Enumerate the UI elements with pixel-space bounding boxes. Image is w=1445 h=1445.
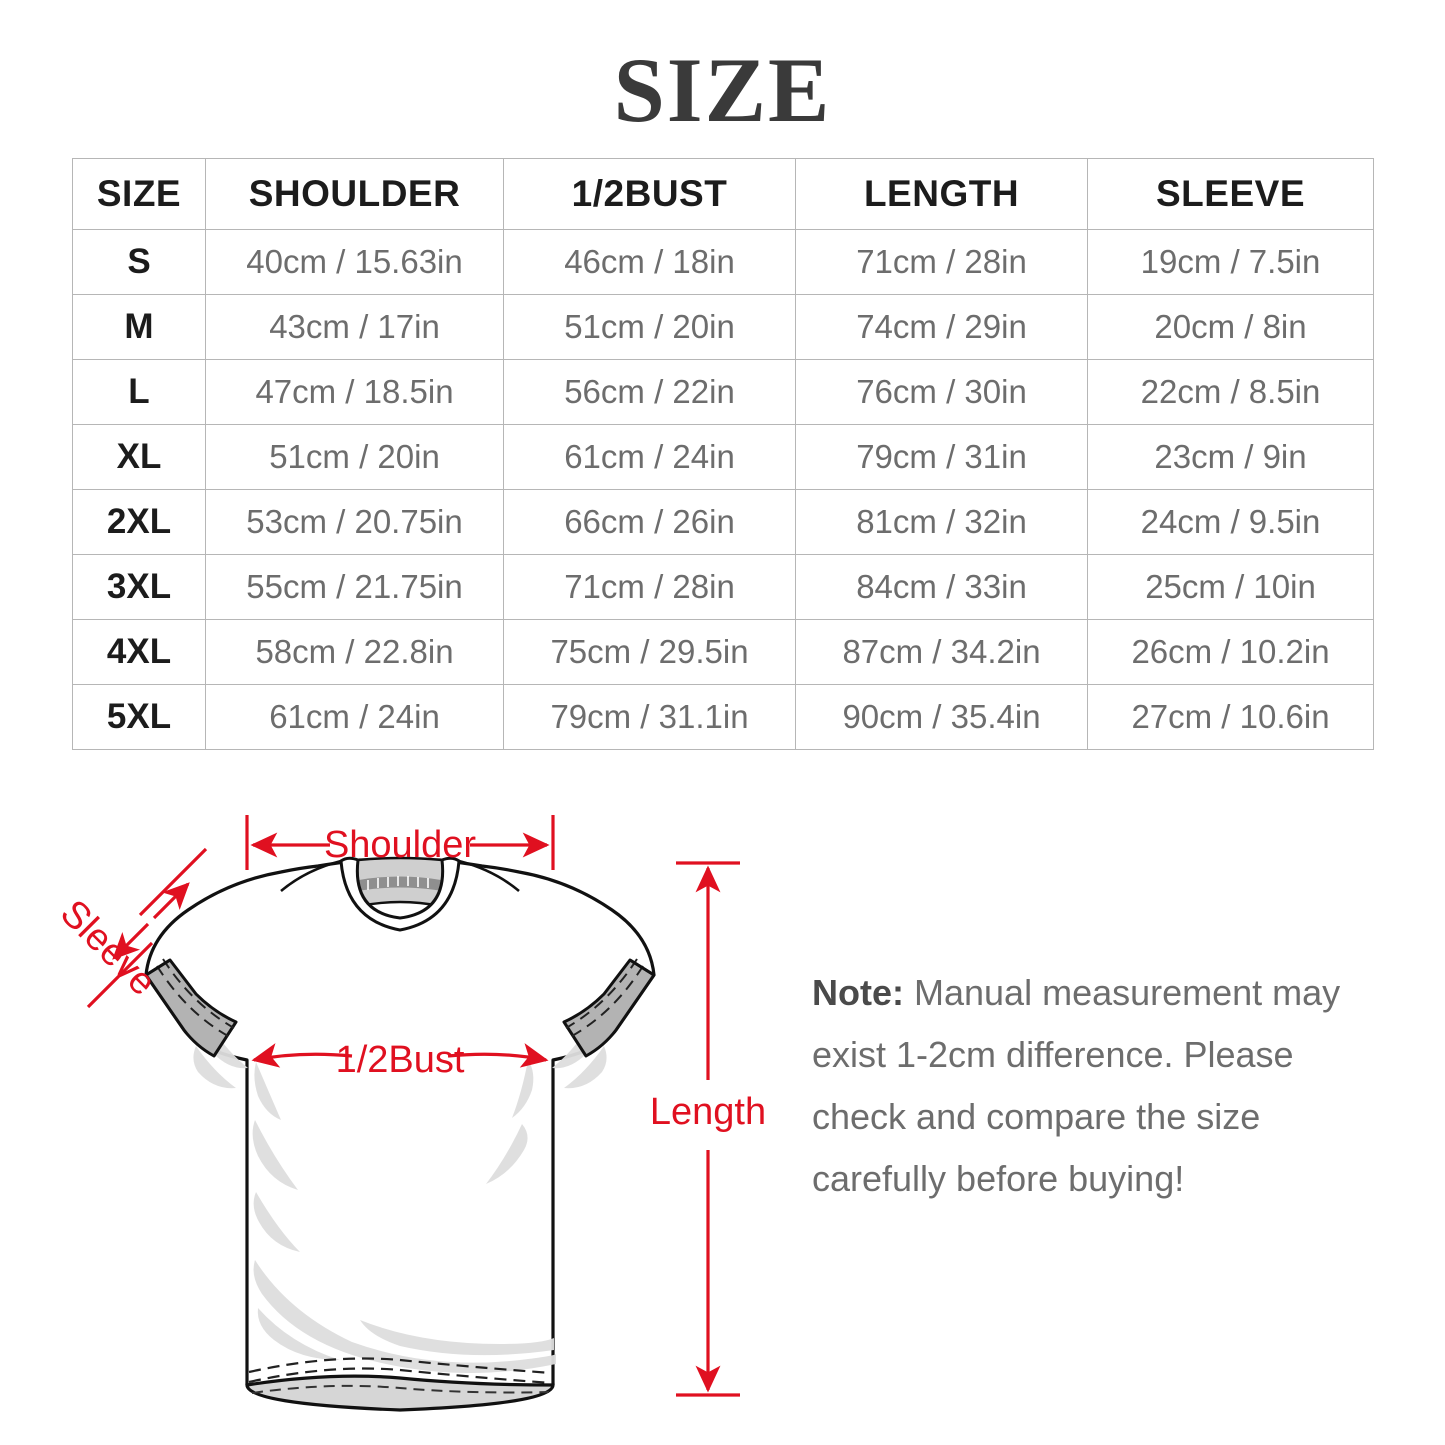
cell-sleeve: 23cm / 9in: [1087, 424, 1374, 490]
cell-size: 4XL: [72, 619, 206, 685]
tshirt-collar: [339, 856, 461, 932]
tshirt-measurement-diagram: Shoulder Sleeve 1/2Bust: [0, 760, 800, 1445]
cell-shoulder: 47cm / 18.5in: [205, 359, 504, 425]
cell-bust: 71cm / 28in: [503, 554, 796, 620]
cell-sleeve: 20cm / 8in: [1087, 294, 1374, 360]
table-header-row: SIZE SHOULDER 1/2BUST LENGTH SLEEVE: [72, 158, 1374, 230]
cell-bust: 79cm / 31.1in: [503, 684, 796, 750]
cell-sleeve: 25cm / 10in: [1087, 554, 1374, 620]
note-text: Manual measurement may exist 1-2cm diffe…: [812, 972, 1341, 1199]
cell-bust: 56cm / 22in: [503, 359, 796, 425]
cell-shoulder: 61cm / 24in: [205, 684, 504, 750]
cell-shoulder: 58cm / 22.8in: [205, 619, 504, 685]
cell-length: 90cm / 35.4in: [795, 684, 1088, 750]
cell-shoulder: 55cm / 21.75in: [205, 554, 504, 620]
cell-sleeve: 22cm / 8.5in: [1087, 359, 1374, 425]
note-label: Note:: [812, 972, 904, 1013]
column-header-sleeve: SLEEVE: [1087, 158, 1374, 230]
cell-length: 87cm / 34.2in: [795, 619, 1088, 685]
cell-bust: 75cm / 29.5in: [503, 619, 796, 685]
tshirt-shading: [193, 1028, 607, 1373]
cell-shoulder: 51cm / 20in: [205, 424, 504, 490]
cell-bust: 66cm / 26in: [503, 489, 796, 555]
note-block: Note: Manual measurement may exist 1-2cm…: [812, 962, 1384, 1210]
cell-size: 5XL: [72, 684, 206, 750]
cell-sleeve: 26cm / 10.2in: [1087, 619, 1374, 685]
column-header-length: LENGTH: [795, 158, 1088, 230]
bust-dimension-arrow: 1/2Bust: [251, 1039, 549, 1081]
page-title: SIZE: [613, 39, 832, 141]
cell-length: 79cm / 31in: [795, 424, 1088, 490]
size-table: SIZE SHOULDER 1/2BUST LENGTH SLEEVE S 40…: [72, 158, 1374, 750]
length-label: Length: [650, 1091, 766, 1133]
table-row: 4XL 58cm / 22.8in 75cm / 29.5in 87cm / 3…: [72, 619, 1374, 685]
cell-size: S: [72, 229, 206, 295]
tshirt-illustration: [144, 856, 656, 1412]
shoulder-dimension-arrow: Shoulder: [245, 815, 555, 870]
column-header-size: SIZE: [72, 158, 206, 230]
cell-size: L: [72, 359, 206, 425]
shoulder-label: Shoulder: [324, 824, 476, 866]
tshirt-hem: [245, 1357, 555, 1412]
cell-size: 3XL: [72, 554, 206, 620]
cell-sleeve: 19cm / 7.5in: [1087, 229, 1374, 295]
column-header-bust: 1/2BUST: [503, 158, 796, 230]
table-row: 3XL 55cm / 21.75in 71cm / 28in 84cm / 33…: [72, 554, 1374, 620]
tshirt-right-cuff: [562, 958, 656, 1058]
table-row: S 40cm / 15.63in 46cm / 18in 71cm / 28in…: [72, 229, 1374, 295]
cell-size: 2XL: [72, 489, 206, 555]
cell-shoulder: 43cm / 17in: [205, 294, 504, 360]
cell-sleeve: 24cm / 9.5in: [1087, 489, 1374, 555]
cell-bust: 61cm / 24in: [503, 424, 796, 490]
table-row: 5XL 61cm / 24in 79cm / 31.1in 90cm / 35.…: [72, 684, 1374, 750]
cell-shoulder: 53cm / 20.75in: [205, 489, 504, 555]
table-row: 2XL 53cm / 20.75in 66cm / 26in 81cm / 32…: [72, 489, 1374, 555]
cell-length: 74cm / 29in: [795, 294, 1088, 360]
cell-size: M: [72, 294, 206, 360]
cell-length: 81cm / 32in: [795, 489, 1088, 555]
bust-label: 1/2Bust: [336, 1039, 465, 1081]
cell-bust: 51cm / 20in: [503, 294, 796, 360]
cell-length: 76cm / 30in: [795, 359, 1088, 425]
table-row: M 43cm / 17in 51cm / 20in 74cm / 29in 20…: [72, 294, 1374, 360]
table-row: XL 51cm / 20in 61cm / 24in 79cm / 31in 2…: [72, 424, 1374, 490]
cell-shoulder: 40cm / 15.63in: [205, 229, 504, 295]
tshirt-body-shape: [144, 858, 656, 1395]
cell-length: 71cm / 28in: [795, 229, 1088, 295]
column-header-shoulder: SHOULDER: [205, 158, 504, 230]
cell-bust: 46cm / 18in: [503, 229, 796, 295]
cell-size: XL: [72, 424, 206, 490]
tshirt-left-cuff: [144, 958, 238, 1058]
cell-length: 84cm / 33in: [795, 554, 1088, 620]
table-row: L 47cm / 18.5in 56cm / 22in 76cm / 30in …: [72, 359, 1374, 425]
length-dimension-arrow: Length: [650, 861, 766, 1397]
cell-sleeve: 27cm / 10.6in: [1087, 684, 1374, 750]
